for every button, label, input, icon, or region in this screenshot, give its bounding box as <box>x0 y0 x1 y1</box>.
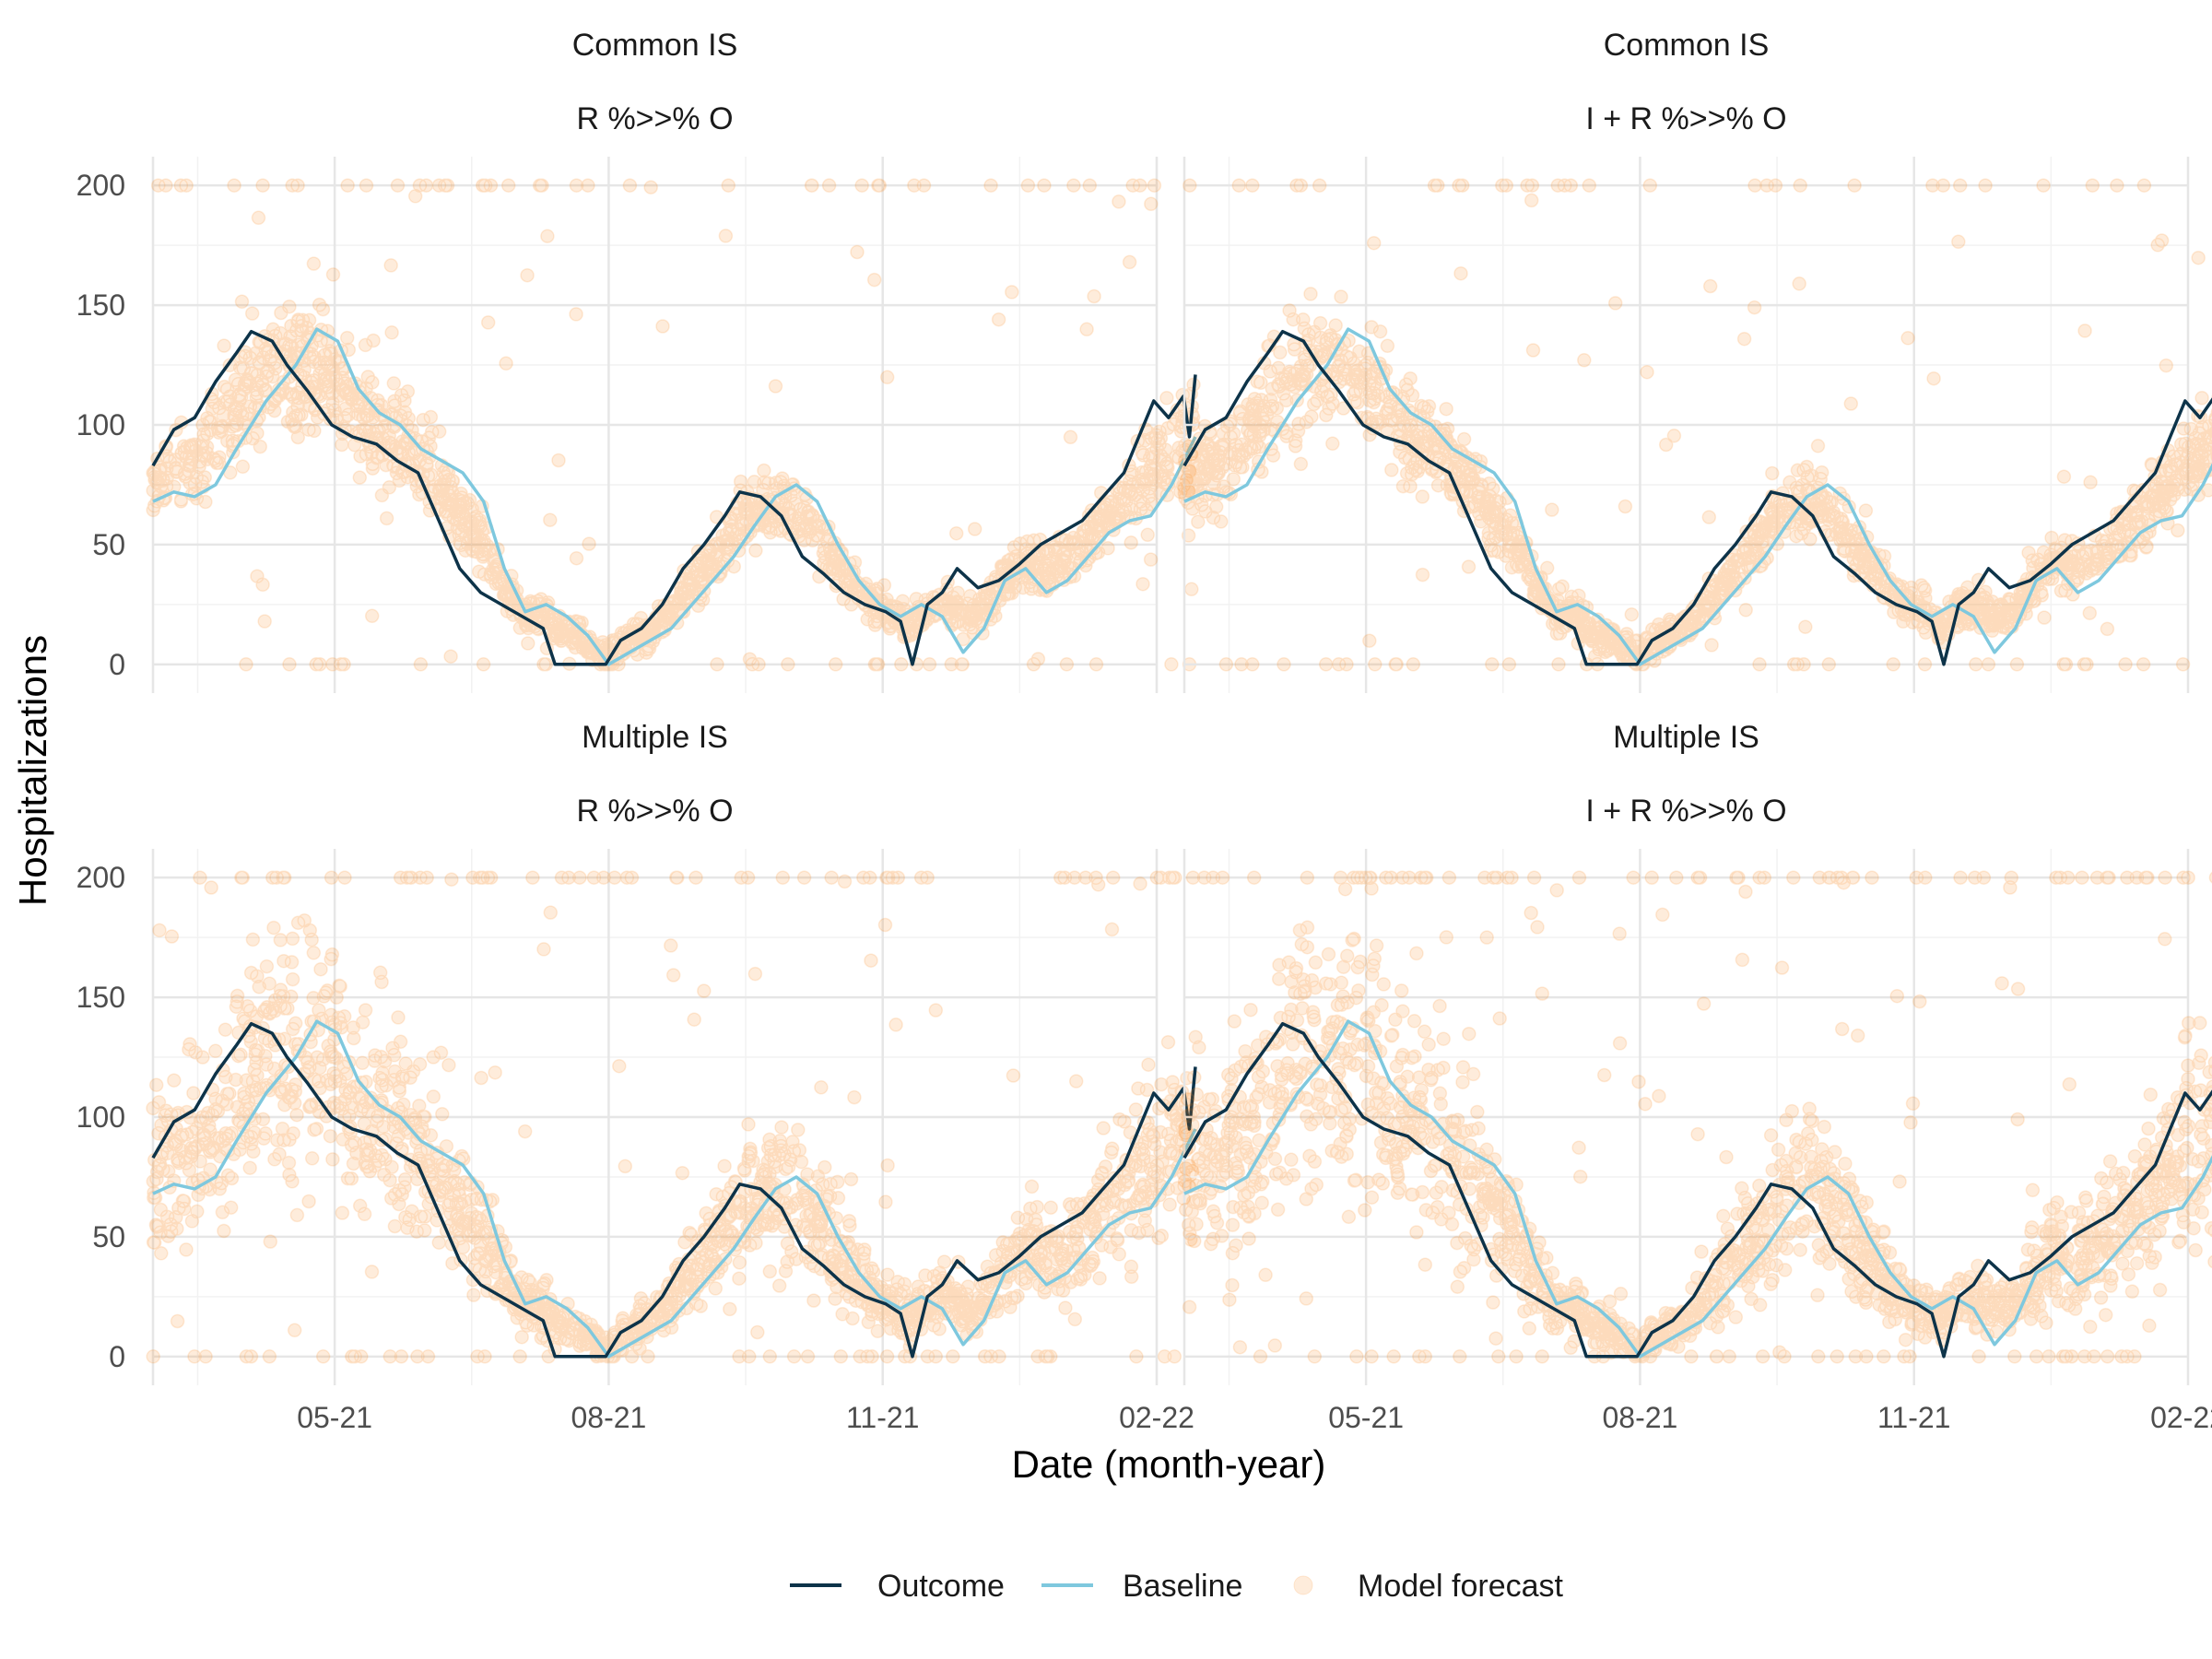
facet-panel: Multiple IS I + R %>>% O 05-21 08-21 11-21 02… <box>1177 720 2212 1434</box>
y-axis-title: Hospitalizations <box>11 635 54 906</box>
y-tick-label: 0 <box>109 1340 125 1373</box>
model-forecast-points <box>1177 870 2212 1364</box>
legend-label-outcome: Outcome <box>877 1569 1005 1604</box>
baseline-line <box>1183 327 2212 666</box>
x-tick-label: 08-21 <box>1602 1401 1677 1434</box>
facet-panels: Common IS R %>>% O 0 50 100 150 200 Common IS I … <box>76 28 2212 1434</box>
outcome-line <box>151 1021 1197 1359</box>
y-tick-label: 100 <box>76 1100 125 1134</box>
facet-title-line2: R %>>% O <box>576 101 733 136</box>
facet-panel: Common IS I + R %>>% O <box>1177 28 2212 693</box>
facet-title-line1: Common IS <box>572 28 738 63</box>
x-tick-label: 05-21 <box>297 1401 372 1434</box>
x-tick-label: 02-22 <box>1119 1401 1194 1434</box>
legend: Outcome Baseline Model forecast <box>790 1569 1564 1604</box>
facet-panel: Common IS R %>>% O 0 50 100 150 200 <box>76 28 1201 693</box>
facet-title-line1: Common IS <box>1604 28 1770 63</box>
facet-panel: Multiple IS R %>>% O 0 50 100 150 200 05-21 08-2… <box>76 720 1202 1434</box>
y-tick-label: 150 <box>76 288 125 322</box>
facet-title-line2: I + R %>>% O <box>1585 794 1786 829</box>
x-axis-title: Date (month-year) <box>1012 1442 1326 1486</box>
baseline-line <box>1183 1019 2212 1359</box>
y-tick-label: 200 <box>76 169 125 202</box>
baseline-line <box>152 327 1197 666</box>
facet-title-line2: I + R %>>% O <box>1585 101 1786 136</box>
legend-label-baseline: Baseline <box>1123 1569 1242 1604</box>
facet-title-line1: Multiple IS <box>582 720 728 755</box>
axis-titles: Date (month-year) Hospitalizations <box>11 635 1325 1486</box>
facet-title-line2: R %>>% O <box>576 794 733 829</box>
y-tick-label: 50 <box>92 1220 125 1253</box>
outcome-line <box>1182 1021 2212 1359</box>
x-tick-label: 08-21 <box>571 1401 646 1434</box>
y-tick-label: 100 <box>76 408 125 441</box>
x-tick-label: 11-21 <box>1877 1401 1950 1434</box>
baseline-line <box>152 1019 1197 1359</box>
y-tick-label: 0 <box>109 648 125 681</box>
outcome-line <box>1182 329 2212 666</box>
y-tick-label: 50 <box>92 528 125 561</box>
y-tick-label: 200 <box>76 861 125 894</box>
y-tick-label: 150 <box>76 981 125 1014</box>
legend-label-model-forecast: Model forecast <box>1358 1569 1564 1604</box>
outcome-line <box>151 329 1197 666</box>
legend-key-model-forecast <box>1293 1575 1313 1595</box>
x-tick-label: 05-21 <box>1328 1401 1404 1434</box>
facet-title-line1: Multiple IS <box>1613 720 1759 755</box>
x-tick-label: 02-22 <box>2150 1401 2212 1434</box>
x-tick-label: 11-21 <box>846 1401 919 1434</box>
